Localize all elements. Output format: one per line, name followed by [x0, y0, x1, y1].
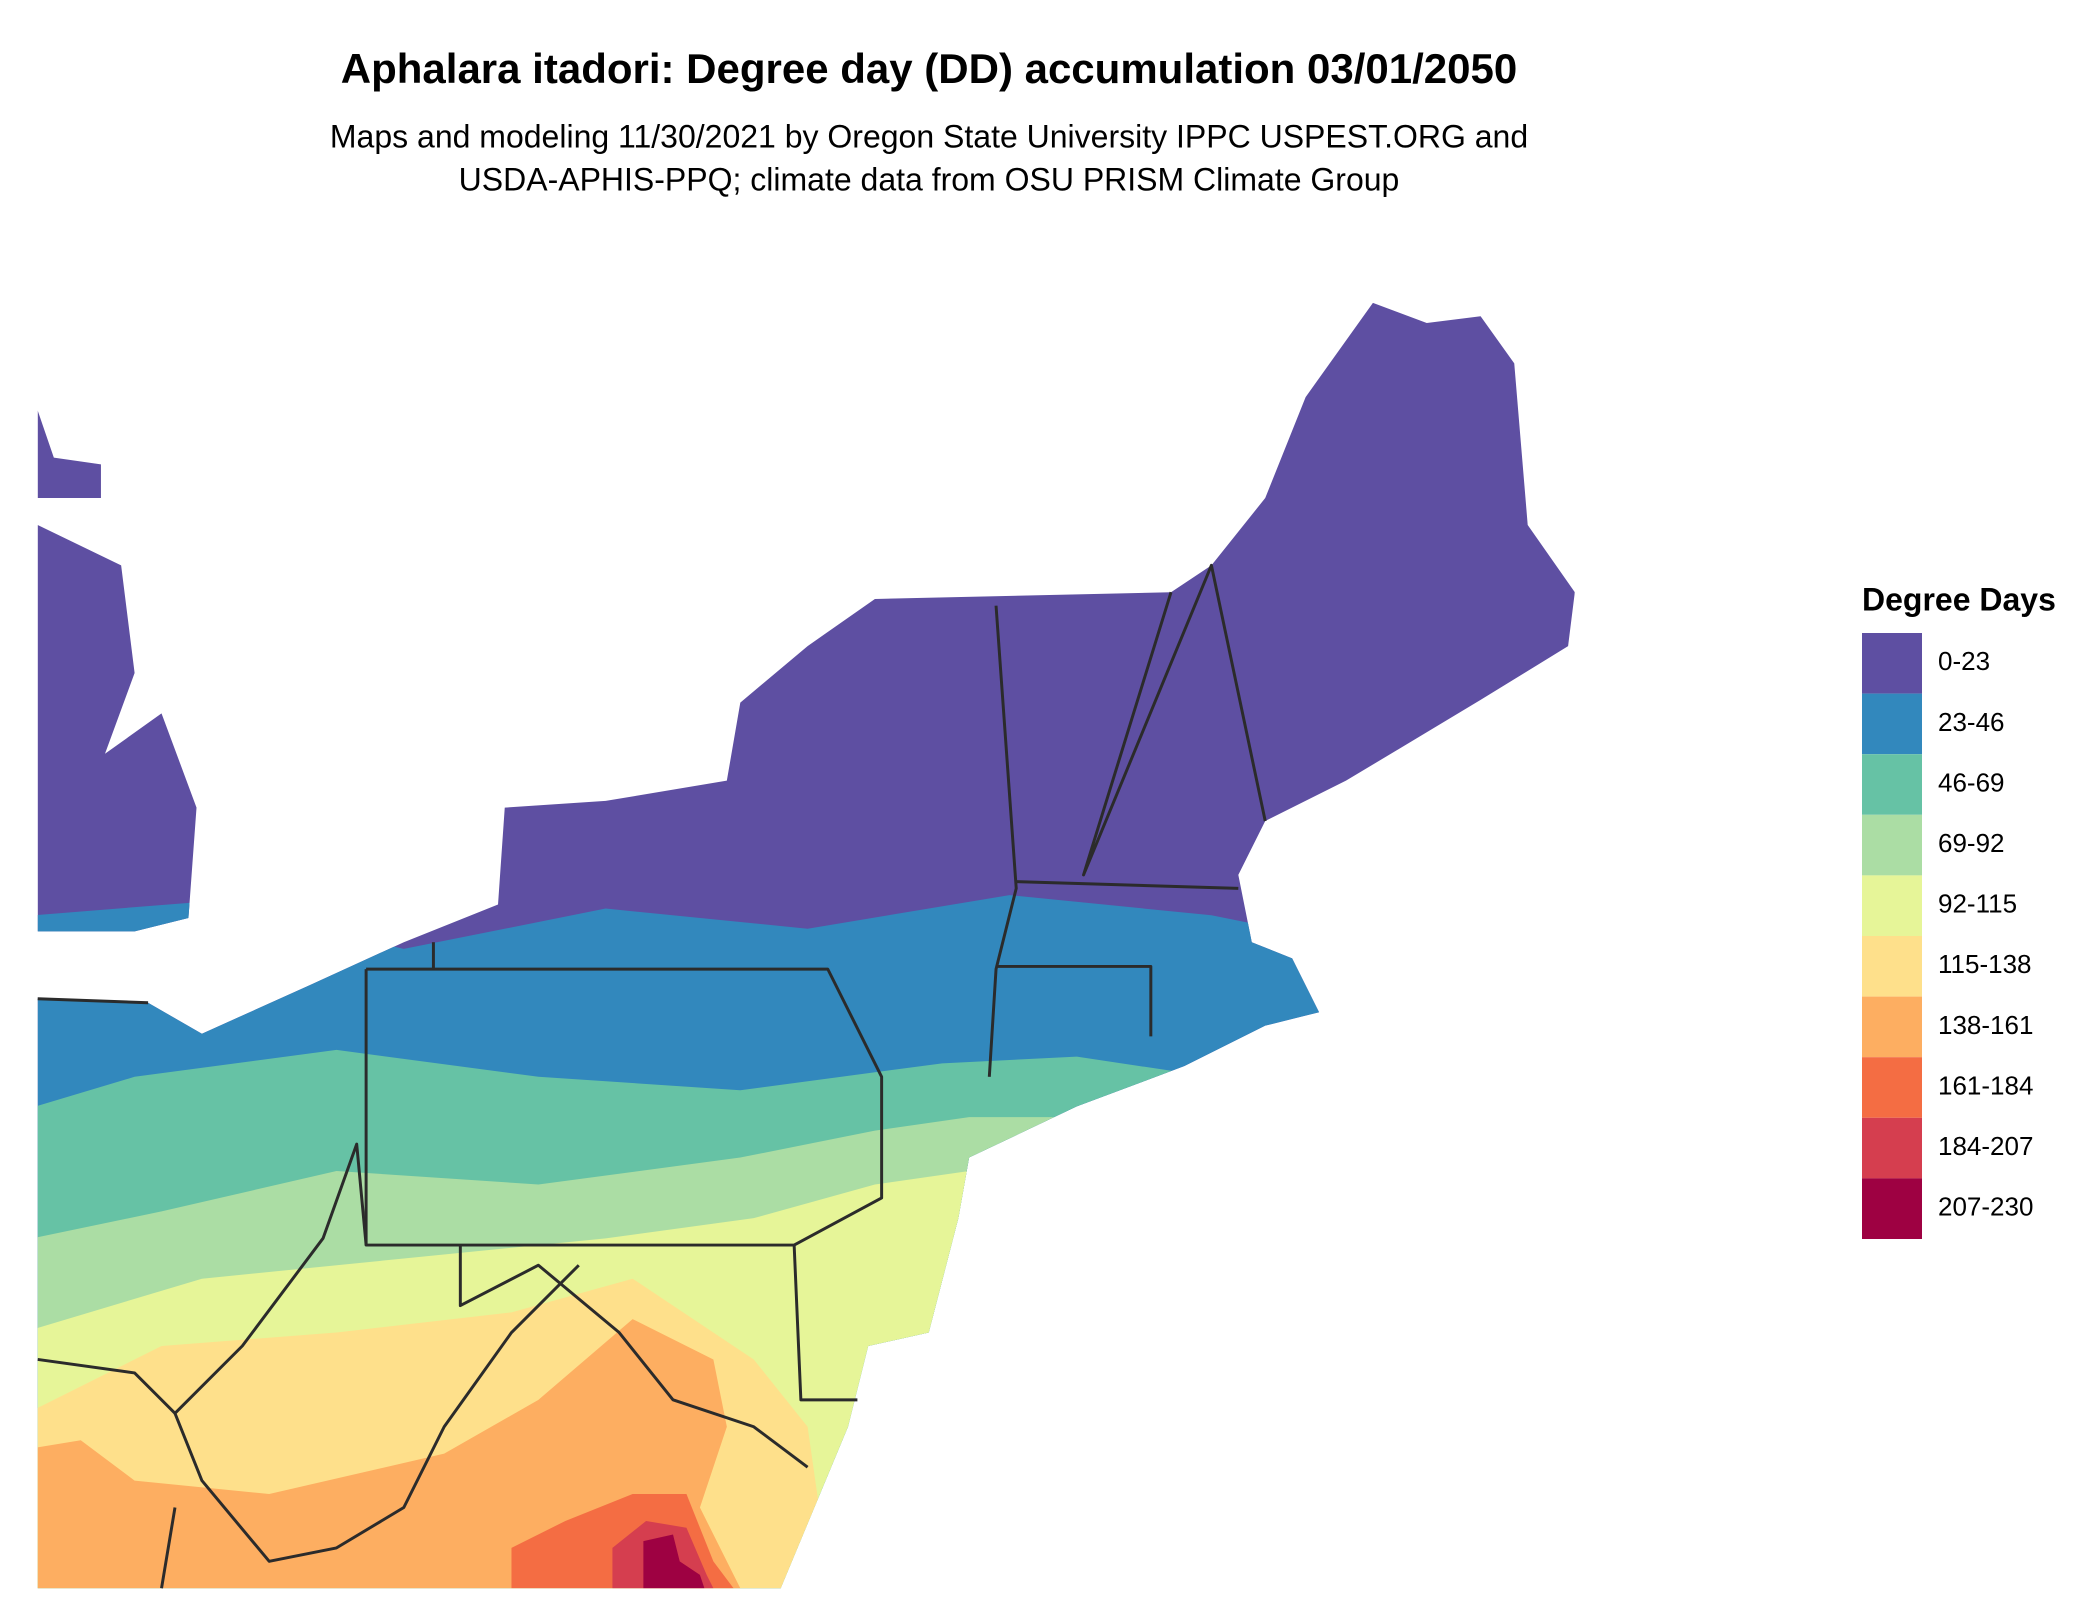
legend-swatch	[1862, 693, 1922, 755]
state-borders	[37, 563, 1267, 1589]
map-title: Aphalara itadori: Degree day (DD) accumu…	[341, 45, 1517, 92]
state-border	[987, 605, 1018, 1077]
legend-label: 46-69	[1938, 767, 2005, 797]
legend-label: 207-230	[1938, 1192, 2033, 1222]
state-border	[37, 997, 149, 1005]
state-border	[37, 1357, 177, 1415]
state-border	[996, 964, 1153, 1037]
state-border	[160, 1507, 177, 1589]
legend-label: 92-115	[1938, 889, 2017, 919]
legend-swatch	[1862, 1057, 1922, 1118]
legend-swatch	[1862, 1117, 1922, 1179]
legend-label: 138-161	[1938, 1010, 2033, 1040]
legend-swatch	[1862, 875, 1922, 936]
state-border	[173, 1142, 580, 1563]
state-border	[1082, 563, 1267, 877]
map	[37, 302, 1575, 1589]
legend-swatch	[1862, 633, 1922, 694]
legend-swatch	[1862, 814, 1922, 876]
legend-label: 115-138	[1938, 949, 2032, 979]
legend-swatch	[1862, 936, 1922, 997]
legend-label: 0-23	[1938, 646, 1990, 676]
state-border	[1016, 880, 1239, 890]
legend-label: 184-207	[1938, 1131, 2033, 1161]
degree-day-raster	[37, 302, 1575, 1589]
legend-swatch	[1862, 754, 1922, 815]
map-subtitle: USDA-APHIS-PPQ; climate data from OSU PR…	[459, 161, 1400, 197]
state-border	[458, 1245, 809, 1469]
legend-swatch	[1862, 996, 1922, 1058]
legend-label: 69-92	[1938, 828, 2005, 858]
legend-title: Degree Days	[1862, 581, 2056, 617]
legend-swatch	[1862, 1178, 1922, 1239]
state-border	[792, 1244, 858, 1402]
region-band	[643, 1534, 714, 1589]
legend-label: 161-184	[1938, 1070, 2033, 1100]
map-subtitle: Maps and modeling 11/30/2021 by Oregon S…	[330, 118, 1528, 154]
legend: 0-23 23-46 46-69 69-92 92-115 115-138 138-161 1…	[1862, 633, 2033, 1239]
legend-label: 23-46	[1938, 707, 2005, 737]
